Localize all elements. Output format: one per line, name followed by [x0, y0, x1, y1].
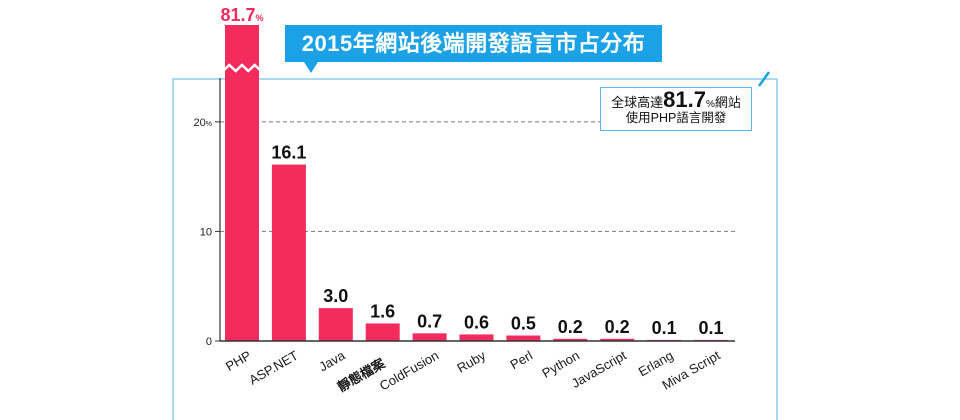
callout-prefix: 全球高達: [611, 95, 664, 110]
callout-value: 81.7: [663, 87, 706, 112]
value-label-ruby: 0.6: [464, 312, 489, 332]
value-label-erlang: 0.1: [652, 318, 677, 338]
frame-corner-accent: [757, 71, 771, 87]
bar-perl: [506, 335, 541, 341]
y-tick-label-20: 20%: [194, 117, 212, 129]
x-label-coldfusion: ColdFusion: [377, 348, 441, 394]
bar-asp-net: [271, 164, 306, 341]
value-label-unit: %: [256, 13, 264, 23]
value-label-miva-script: 0.1: [698, 318, 723, 338]
callout-line-1: 全球高達81.7%網站: [601, 87, 751, 112]
bar-php: [225, 25, 259, 341]
value-label-php: 81.7%: [220, 5, 263, 25]
axis-break-zigzag: [222, 63, 262, 73]
chart-frame: [172, 78, 778, 420]
chart-title-banner: 2015年網站後端開發語言市占分布: [285, 25, 662, 73]
value-label-python: 0.2: [558, 317, 583, 337]
value-label-javascript: 0.2: [605, 317, 630, 337]
x-label-perl: Perl: [508, 348, 536, 373]
bar-coldfusion: [412, 333, 447, 341]
bar-item-4: [365, 323, 400, 341]
bar-ruby: [459, 334, 494, 341]
callout-box: 全球高達81.7%網站 使用PHP語言開發: [600, 87, 752, 131]
bar-java: [318, 308, 353, 341]
callout-line-2: 使用PHP語言開發: [625, 111, 727, 125]
y-tick-label-0: 0: [206, 336, 212, 348]
callout-unit: %: [705, 99, 715, 110]
x-label-asp-net: ASP.NET: [246, 348, 300, 388]
bar-python: [553, 338, 588, 341]
callout-suffix: 網站: [714, 95, 741, 110]
value-label-item-4: 1.6: [370, 301, 395, 321]
y-tick-label-10: 10: [200, 226, 212, 238]
y-tick-unit: %: [206, 121, 212, 128]
value-label-java: 3.0: [323, 286, 348, 306]
x-label-java: Java: [316, 347, 348, 374]
bar-javascript: [600, 338, 635, 341]
x-label-ruby: Ruby: [454, 347, 488, 375]
x-label-php: PHP: [223, 348, 254, 374]
value-label-coldfusion: 0.7: [417, 311, 442, 331]
value-label-perl: 0.5: [511, 314, 536, 334]
value-label-asp-net: 16.1: [271, 143, 306, 163]
